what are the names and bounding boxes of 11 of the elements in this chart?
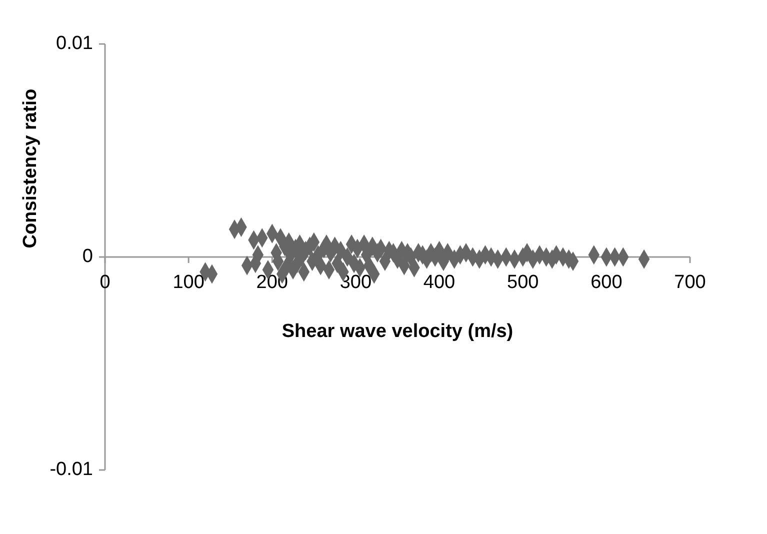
x-tick-label: 700 bbox=[674, 272, 706, 293]
y-axis-title: Consistency ratio bbox=[20, 88, 41, 248]
x-tick-label: 400 bbox=[423, 272, 456, 293]
y-tick-label: 0 bbox=[82, 246, 93, 268]
x-tick-label: 100 bbox=[172, 272, 204, 293]
x-tick-label: 0 bbox=[100, 272, 110, 293]
x-axis-title: Shear wave velocity (m/s) bbox=[282, 321, 514, 342]
y-tick-label: -0.01 bbox=[50, 459, 93, 480]
y-tick-label: 0.01 bbox=[56, 33, 93, 54]
x-tick-label: 600 bbox=[590, 272, 622, 293]
x-tick-label: 500 bbox=[507, 272, 539, 293]
